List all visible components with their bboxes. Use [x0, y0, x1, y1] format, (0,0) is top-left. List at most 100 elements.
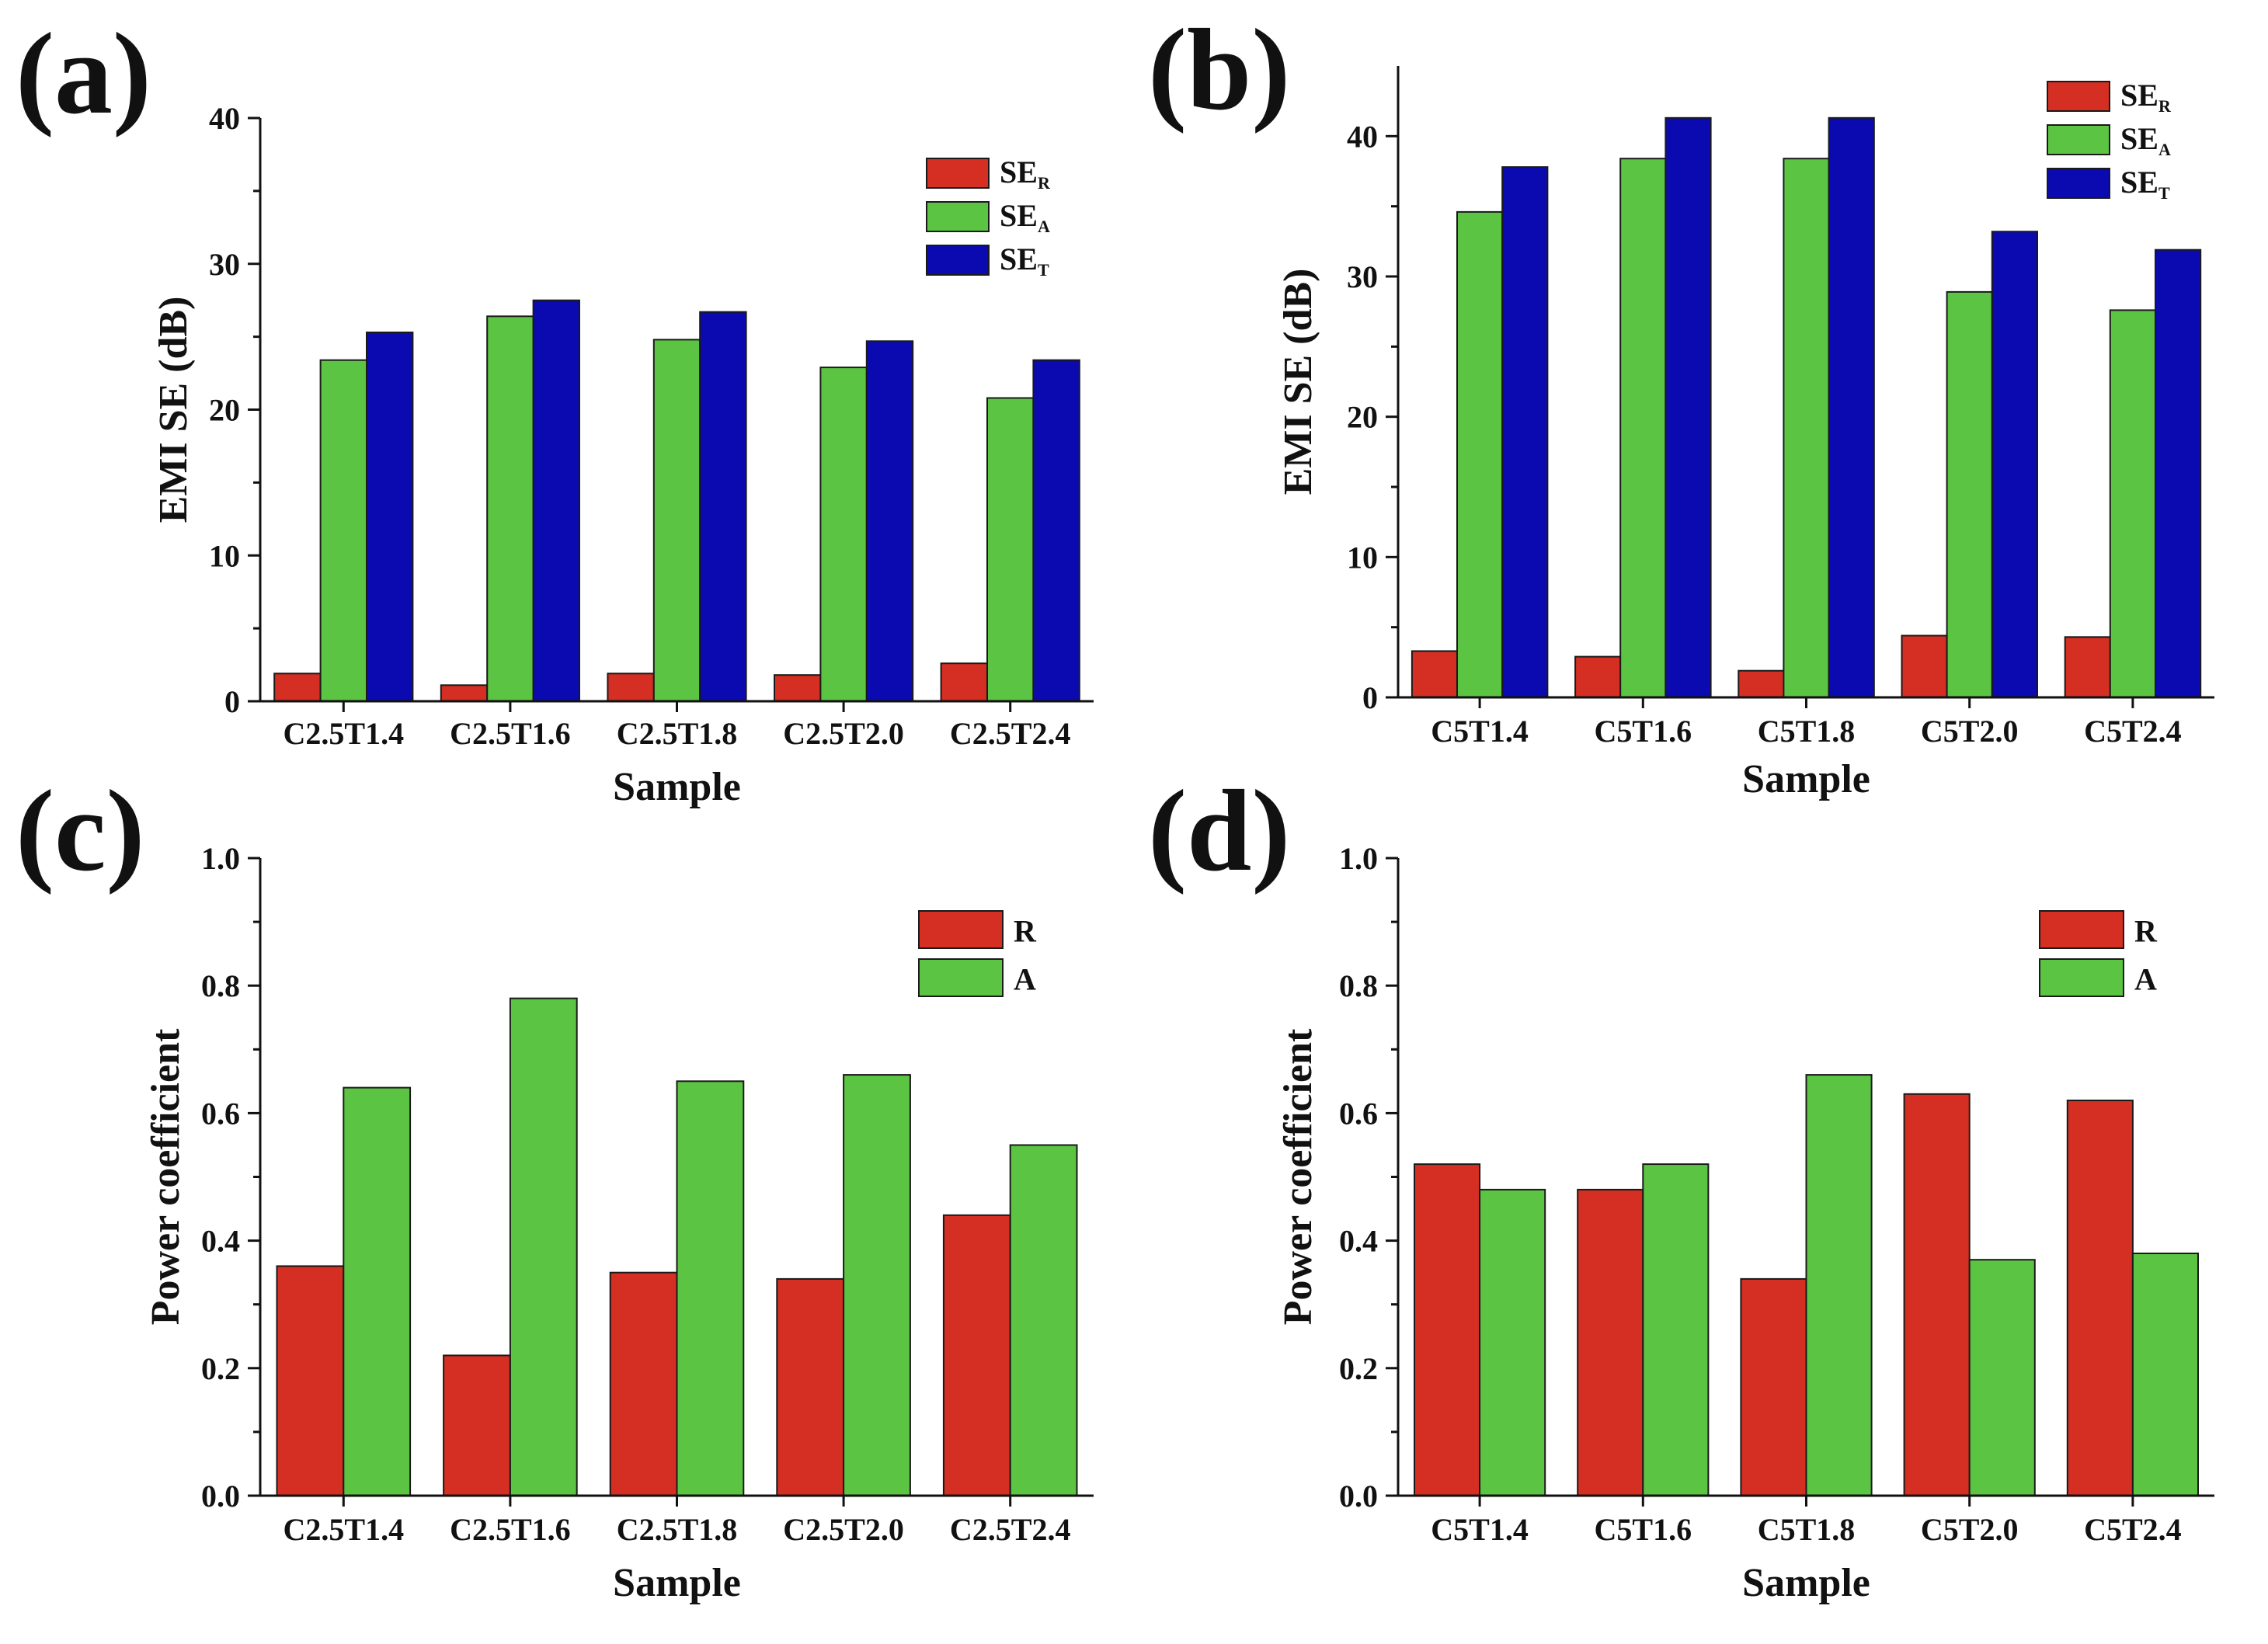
legend: RA — [2039, 910, 2158, 997]
legend-swatch — [2047, 168, 2110, 199]
bar-r-c5t2_0 — [1903, 1093, 1971, 1497]
x-tick-label: C5T2.4 — [2084, 1512, 2182, 1547]
bar-sea-c5t1_6 — [1619, 158, 1667, 698]
bar-ser-c5t2_4 — [2064, 636, 2111, 698]
legend-swatch — [2047, 81, 2110, 112]
x-tick-label: C5T1.6 — [1595, 714, 1692, 749]
legend-swatch — [918, 910, 1004, 949]
y-tick-label: 0.4 — [201, 1224, 240, 1259]
x-tick-label: C5T1.4 — [1431, 714, 1529, 749]
x-axis-title: Sample — [1742, 1561, 1870, 1605]
legend-label: A — [1014, 961, 1036, 996]
y-axis-title: Power coefficient — [144, 1028, 188, 1325]
legend-label: A — [2134, 961, 2157, 996]
bar-sea-c5t1_8 — [1783, 158, 1830, 698]
legend-subscript: A — [1038, 217, 1050, 236]
bar-r-c5t1_8 — [1740, 1277, 1807, 1497]
legend-swatch — [926, 201, 990, 232]
bar-ser-c5t2_0 — [1901, 634, 1948, 698]
bar-a-c2_5t1_8 — [676, 1080, 745, 1497]
bar-set-c5t1_8 — [1828, 116, 1875, 699]
y-tick-label: 30 — [1347, 259, 1378, 294]
y-axis-title: EMI SE (dB) — [151, 297, 196, 523]
y-axis-title: Power coefficient — [1276, 1028, 1320, 1325]
bar-set-c5t2_4 — [2155, 249, 2202, 698]
legend-label: R — [1014, 913, 1037, 948]
bar-ser-c2_5t2_0 — [774, 674, 822, 703]
y-tick-label: 1.0 — [1339, 841, 1378, 876]
bar-ser-c5t1_4 — [1411, 650, 1459, 699]
x-tick-label: C2.5T2.4 — [950, 716, 1071, 751]
y-tick-label: 10 — [1347, 540, 1378, 575]
bar-set-c2_5t2_0 — [865, 340, 914, 702]
bar-a-c2_5t2_4 — [1009, 1144, 1078, 1496]
x-tick-label: C2.5T2.4 — [950, 1512, 1071, 1547]
y-tick-label: 1.0 — [201, 841, 240, 876]
chart-panel-b: (b) C5T1.4 C5T1.6 C5T1.8 C5T2.0 C5T2.4 0 10 20 30… — [1148, 5, 2214, 801]
bar-ser-c2_5t1_4 — [273, 673, 322, 702]
y-tick-label: 0.6 — [201, 1096, 240, 1131]
bar-set-c2_5t1_8 — [699, 311, 747, 702]
bar-sea-c2_5t2_4 — [986, 397, 1035, 702]
panel-label: (a) — [16, 9, 151, 138]
y-tick-label: 0.2 — [1339, 1351, 1378, 1386]
legend-subscript: R — [1038, 173, 1051, 193]
panel-label: (d) — [1148, 766, 1290, 895]
x-tick-label: C2.5T1.6 — [450, 716, 571, 751]
bar-a-c5t2_4 — [2131, 1253, 2199, 1496]
bar-r-c2_5t1_6 — [443, 1354, 511, 1497]
bar-a-c5t1_8 — [1805, 1074, 1873, 1496]
y-tick-label: 40 — [209, 101, 240, 136]
chart-panel-a: (a) C2.5T1.4 C2.5T1.6 C2.5T1.8 C2.5T2.0 C2.5T… — [16, 9, 1094, 809]
y-tick-label: 0.8 — [201, 968, 240, 1003]
chart-panel-c: (c) C2.5T1.4 C2.5T1.6 C2.5T1.8 C2.5T2.0 C2.5T… — [16, 766, 1094, 1605]
bar-ser-c2_5t2_4 — [940, 662, 988, 703]
bar-set-c5t2_0 — [1991, 231, 2039, 698]
bar-ser-c2_5t1_6 — [440, 684, 489, 702]
bar-set-c2_5t1_4 — [366, 332, 414, 702]
legend-subscript: A — [2158, 140, 2171, 159]
y-tick-label: 0.0 — [1339, 1479, 1378, 1514]
bar-r-c2_5t1_8 — [609, 1271, 678, 1496]
y-axis-title: EMI SE (dB) — [1276, 269, 1320, 495]
y-tick-label: 20 — [209, 393, 240, 428]
legend-swatch — [926, 245, 990, 276]
bar-sea-c2_5t1_6 — [486, 315, 534, 702]
bar-sea-c5t2_4 — [2109, 309, 2157, 698]
bar-sea-c2_5t1_4 — [319, 359, 368, 702]
bar-set-c2_5t2_4 — [1032, 359, 1080, 702]
x-tick-label: C2.5T1.4 — [284, 716, 405, 751]
chart-panel-d: (d) C5T1.4 C5T1.6 C5T1.8 C5T2.0 C5T2.4 0.0 0.2 0… — [1148, 766, 2214, 1605]
y-tick-label: 20 — [1347, 400, 1378, 435]
legend-swatch — [918, 958, 1004, 997]
bar-set-c2_5t1_6 — [532, 299, 580, 702]
bar-a-c2_5t2_0 — [843, 1074, 911, 1496]
bar-ser-c5t1_6 — [1574, 655, 1622, 698]
bar-set-c5t1_6 — [1664, 116, 1712, 699]
x-tick-label: C5T1.4 — [1431, 1512, 1529, 1547]
bar-sea-c5t2_0 — [1946, 290, 1993, 698]
legend-subscript: T — [1038, 260, 1049, 280]
legend-label: SEA — [1000, 198, 1050, 236]
x-tick-label: C5T2.4 — [2084, 714, 2182, 749]
bar-a-c5t1_6 — [1642, 1163, 1710, 1496]
x-tick-label: C2.5T2.0 — [783, 1512, 904, 1547]
bar-ser-c2_5t1_8 — [607, 673, 655, 702]
bar-a-c2_5t1_4 — [343, 1086, 412, 1496]
bar-r-c2_5t2_0 — [776, 1277, 845, 1497]
y-tick-label: 10 — [209, 538, 240, 573]
legend: RA — [918, 910, 1037, 997]
bar-r-c5t2_4 — [2066, 1100, 2134, 1496]
legend-subscript: R — [2158, 96, 2172, 116]
bar-r-c2_5t2_4 — [942, 1214, 1011, 1497]
legend-swatch — [2039, 910, 2124, 949]
bar-r-c2_5t1_4 — [276, 1265, 345, 1497]
y-tick-label: 0 — [224, 684, 240, 719]
x-tick-label: C5T1.8 — [1758, 1512, 1856, 1547]
bar-a-c5t2_0 — [1968, 1259, 2036, 1496]
x-axis-title: Sample — [613, 765, 741, 809]
x-tick-label: C5T1.6 — [1595, 1512, 1692, 1547]
bar-a-c2_5t1_6 — [509, 997, 578, 1496]
bar-set-c5t1_4 — [1501, 166, 1549, 699]
